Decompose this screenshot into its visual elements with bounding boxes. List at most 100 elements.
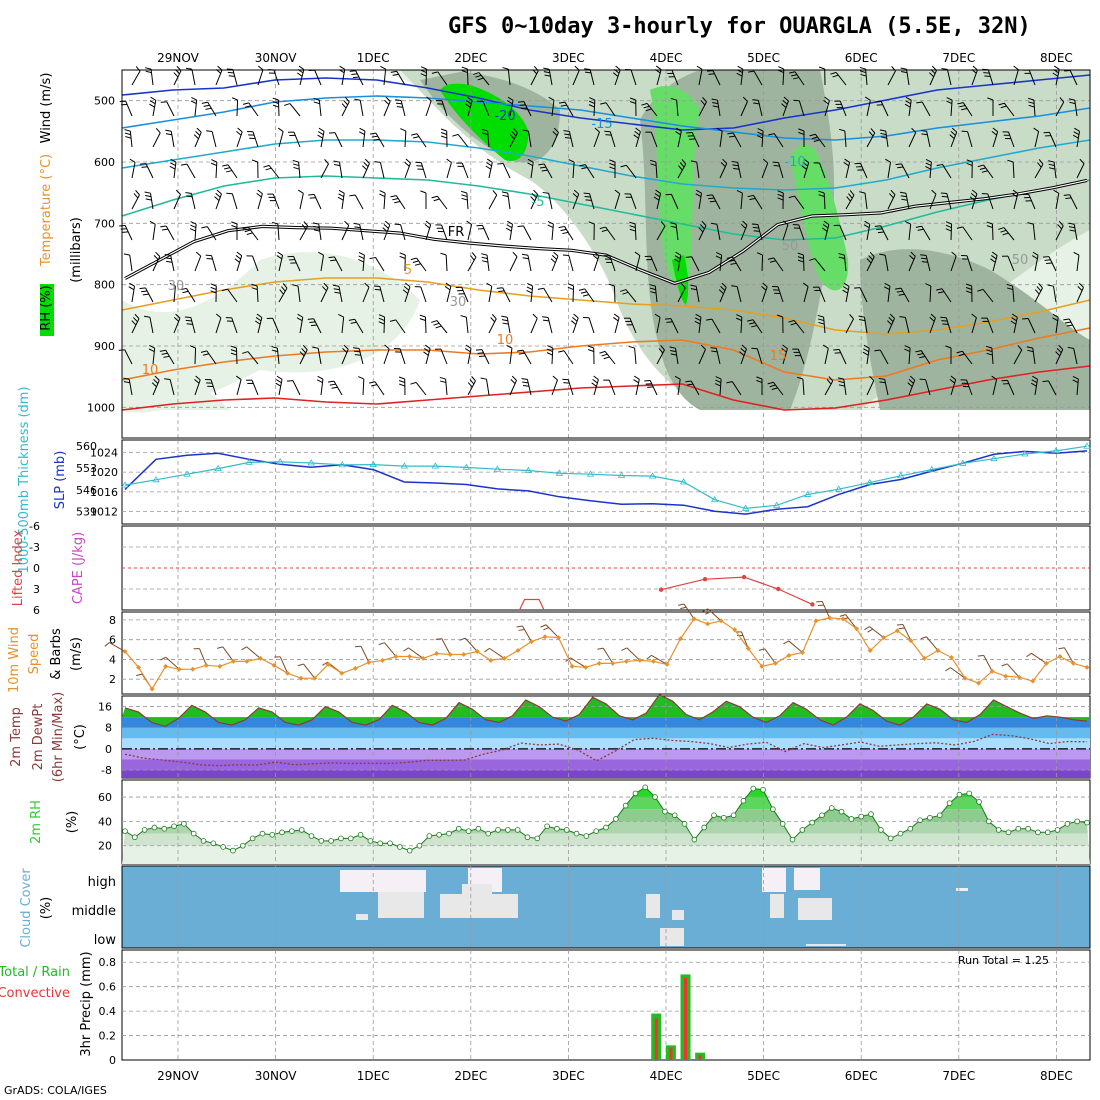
wind-barb-flag — [424, 348, 430, 353]
wind-barb-flag — [593, 375, 599, 381]
wind-barb-flag — [945, 228, 952, 232]
wind-barb — [152, 348, 156, 365]
wind-barb-flag — [313, 225, 320, 229]
rh-marker — [946, 800, 953, 806]
wind-barb — [563, 350, 574, 365]
wind-barb-flag — [136, 673, 143, 676]
wind-barb — [489, 647, 505, 659]
wind-barb — [467, 224, 473, 241]
wind-barb-flag — [144, 191, 151, 194]
wind-barb-flag — [271, 349, 278, 353]
wind-barb — [420, 162, 427, 179]
rh-marker — [642, 784, 649, 791]
wind-barb-flag — [329, 383, 336, 386]
wind-barb-flag — [230, 349, 237, 353]
wind-barb-flag — [961, 107, 968, 111]
wind-barb — [626, 647, 641, 661]
wind-barb — [843, 255, 847, 272]
wind-barb — [737, 162, 742, 179]
wind-barb-flag — [664, 318, 672, 320]
wind-barb-flag — [235, 254, 241, 260]
wind-barb-flag — [1068, 226, 1075, 229]
wind-barb-flag — [394, 200, 401, 204]
rh-marker — [632, 790, 639, 797]
wind-barb-flag — [185, 192, 192, 194]
wind-barb-flag — [334, 163, 341, 167]
wind-barb — [1013, 349, 1023, 365]
wind-barb-flag — [888, 317, 894, 322]
wind-barb-flag — [344, 220, 350, 226]
wind-barb-flag — [635, 127, 641, 133]
wind-barb-flag — [718, 289, 724, 295]
wind-barb-flag — [164, 253, 171, 256]
cape-axis-title: CAPE (J/kg) — [71, 532, 86, 604]
wind-barb-flag — [860, 70, 867, 74]
wind-barb-flag — [343, 344, 349, 350]
rh-marker — [770, 806, 776, 813]
wind-barb-flag — [749, 322, 756, 325]
wind-barb — [424, 316, 427, 334]
wind-barb-flag — [898, 293, 905, 296]
wind-barb — [908, 256, 916, 272]
wind-barb-flag — [660, 221, 666, 227]
wind-barb — [186, 163, 196, 179]
temperature-band — [122, 717, 1090, 728]
rh-marker — [426, 833, 433, 839]
rh-marker — [1005, 829, 1012, 836]
wind-barb-flag — [809, 133, 816, 137]
rh-marker — [986, 818, 992, 825]
wind-barb-flag — [1011, 193, 1018, 198]
wind-barb-flag — [1068, 222, 1075, 225]
cloud-cover-cell — [770, 894, 784, 918]
wind-barb-flag — [868, 255, 874, 261]
wind-barb — [1049, 132, 1057, 148]
wind-barb — [194, 347, 197, 365]
wind-barb — [823, 192, 826, 210]
wind-barb-flag — [281, 286, 286, 292]
wind-barb-flag — [660, 345, 665, 351]
wind-barb — [987, 193, 994, 210]
wind-barb-flag — [752, 99, 759, 101]
wind-barb — [782, 100, 789, 117]
temperature-band — [122, 727, 1090, 739]
upper-air-axis-title: (millibars) — [69, 217, 84, 283]
wind-barb-flag — [521, 107, 528, 109]
rh-marker — [976, 799, 982, 805]
wind-barb — [293, 256, 301, 272]
wind-speed-marker — [190, 666, 196, 672]
wind-barb-flag — [695, 313, 702, 318]
wind-barb — [124, 225, 133, 241]
rh-marker — [966, 790, 973, 797]
rh-marker — [701, 824, 707, 831]
wind-barb — [461, 287, 469, 303]
cloud-unit-title: (%) — [39, 897, 54, 920]
wind-speed-marker — [772, 660, 778, 666]
wind-barb-flag — [344, 96, 350, 103]
wind-barb-flag — [316, 379, 323, 384]
wind-speed-marker — [623, 658, 629, 664]
wind-barb — [482, 225, 490, 241]
rh-marker — [161, 825, 168, 832]
wind-barb-flag — [690, 284, 697, 287]
wind-barb-flag — [165, 257, 172, 260]
wind-barb-flag — [1001, 663, 1008, 667]
wind-barb-flag — [641, 102, 648, 106]
wind-barb-flag — [1069, 229, 1076, 232]
wind-barb-flag — [601, 353, 608, 357]
wind-barb — [835, 72, 847, 86]
wind-barb-flag — [521, 253, 529, 256]
wind-barb-flag — [728, 259, 735, 262]
wind-barb — [528, 131, 532, 148]
wind-barb-flag — [783, 640, 789, 645]
wind-barb-flag — [843, 282, 850, 287]
wind-barb-flag — [256, 313, 263, 318]
wind-barb — [467, 348, 472, 365]
thickness-marker — [741, 504, 750, 511]
wind-barb-flag — [145, 198, 152, 201]
wind-barb — [257, 193, 263, 210]
rh-marker — [720, 814, 727, 821]
wind-barb-flag — [353, 350, 361, 353]
wind-barb-flag — [946, 100, 953, 105]
rh-marker — [799, 827, 806, 833]
